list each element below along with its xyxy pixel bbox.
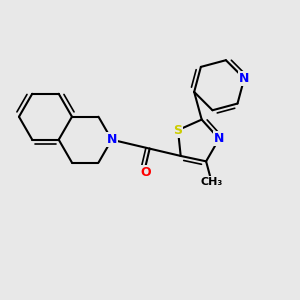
Text: N: N: [239, 72, 249, 85]
Text: CH₃: CH₃: [201, 177, 223, 187]
Text: N: N: [106, 133, 117, 146]
Text: N: N: [214, 132, 224, 146]
Text: O: O: [140, 166, 151, 179]
Text: S: S: [173, 124, 182, 136]
